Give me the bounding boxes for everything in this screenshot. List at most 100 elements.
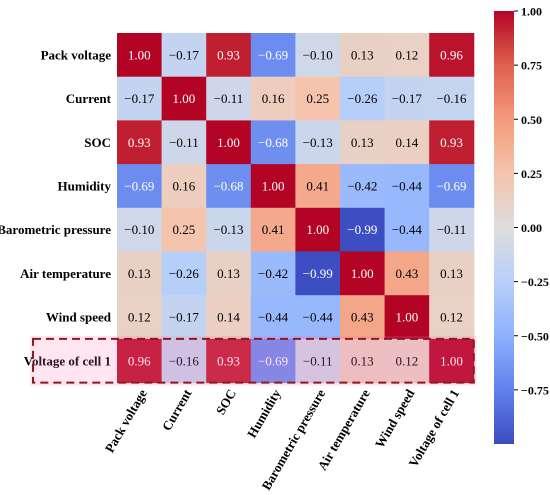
heatmap-cell — [117, 164, 163, 209]
heatmap-cell — [295, 338, 341, 384]
x-tick-label: Wind speed — [372, 386, 418, 451]
y-tick-label: Wind speed — [46, 310, 112, 325]
heatmap-cell — [161, 164, 207, 209]
heatmap-cell — [206, 207, 252, 252]
cell-value-label: 1.00 — [351, 266, 374, 281]
x-tick-label: Pack voltage — [102, 386, 150, 455]
cell-value-label: −0.10 — [124, 222, 154, 237]
colorbar-tick-label: −0.50 — [521, 329, 549, 343]
colorbar-tick-label: 0.75 — [521, 59, 542, 73]
cell-value-label: 0.93 — [128, 135, 151, 150]
cell-value-label: −0.44 — [303, 310, 334, 325]
colorbar-tick-label: 0.50 — [521, 113, 542, 127]
heatmap-cell — [206, 33, 252, 78]
cell-value-label: −0.99 — [303, 266, 333, 281]
heatmap-cell — [295, 251, 341, 296]
highlight-dashed-border — [32, 337, 475, 384]
colorbar-tick-label: −0.25 — [521, 275, 549, 289]
heatmap-cell — [429, 295, 475, 340]
heatmap-cell — [161, 295, 207, 340]
cell-value-label: −0.11 — [169, 135, 199, 150]
highlight-glow — [30, 335, 477, 386]
heatmap-cell — [206, 120, 252, 165]
heatmap-cell — [429, 33, 475, 78]
cell-value-label: −0.17 — [392, 91, 423, 106]
x-tick-label: Current — [159, 386, 195, 433]
cell-value-label: 0.25 — [306, 91, 329, 106]
cell-value-label: −0.69 — [124, 178, 154, 193]
heatmap-cell — [340, 207, 386, 252]
heatmap-cell — [117, 120, 163, 165]
heatmap-cell — [340, 338, 386, 384]
heatmap-cell — [250, 338, 296, 384]
heatmap-cell — [161, 338, 207, 384]
cell-value-label: 0.41 — [306, 178, 329, 193]
cell-value-label: −0.44 — [258, 310, 289, 325]
cell-value-label: 0.43 — [351, 310, 374, 325]
heatmap-cell — [295, 33, 341, 78]
heatmap-cell — [161, 207, 207, 252]
cell-value-label: 1.00 — [128, 47, 151, 62]
heatmap-cell — [206, 76, 252, 121]
cell-value-label: 0.96 — [128, 353, 151, 368]
cell-value-label: −0.13 — [303, 135, 333, 150]
cell-value-label: −0.69 — [258, 353, 288, 368]
cell-value-label: 0.13 — [440, 266, 463, 281]
cell-value-label: 0.93 — [440, 135, 463, 150]
heatmap-cell — [117, 207, 163, 252]
heatmap-cell — [250, 33, 296, 78]
cell-value-label: −0.42 — [258, 266, 288, 281]
cell-value-label: −0.17 — [124, 91, 155, 106]
y-axis-labels: Pack voltage Current SOC Humidity Barometric… — [0, 47, 112, 368]
cell-value-label: −0.44 — [392, 222, 423, 237]
heatmap-cell — [384, 207, 430, 252]
cell-value-label: 0.41 — [262, 222, 285, 237]
heatmap-cell — [295, 164, 341, 209]
cell-value-label: 1.00 — [262, 178, 285, 193]
y-tick-label: Humidity — [58, 178, 112, 193]
heatmap-cell — [340, 120, 386, 165]
cell-value-label: 0.93 — [217, 353, 240, 368]
y-tick-label: Pack voltage — [41, 47, 112, 62]
cell-value-label: −0.11 — [214, 91, 244, 106]
heatmap-cell — [340, 33, 386, 78]
heatmap-cell — [250, 251, 296, 296]
heatmap-cell — [340, 295, 386, 340]
colorbar-gradient — [494, 11, 514, 444]
heatmap-cell — [295, 207, 341, 252]
heatmap-cell — [384, 251, 430, 296]
cell-value-label: 1.00 — [217, 135, 240, 150]
colorbar: −0.75 −0.50 −0.25 0.00 0.25 0.50 0.75 1.00 — [494, 5, 549, 444]
cell-value-label: 1.00 — [306, 222, 329, 237]
heatmap-cell — [117, 76, 163, 121]
heatmap-cell — [429, 120, 475, 165]
heatmap-cell — [384, 120, 430, 165]
cell-value-label: 0.13 — [351, 135, 374, 150]
cell-value-label: −0.68 — [258, 135, 288, 150]
colorbar-tick-label: 0.25 — [521, 167, 542, 181]
cell-value-label: −0.11 — [437, 222, 467, 237]
heatmap-cell — [161, 251, 207, 296]
heatmap-cell — [384, 164, 430, 209]
heatmap-cell — [429, 251, 475, 296]
heatmap-cell — [384, 338, 430, 384]
cell-value-label: 0.93 — [217, 47, 240, 62]
heatmap-cell — [161, 33, 207, 78]
heatmap-cell — [161, 76, 207, 121]
heatmap-cell — [340, 76, 386, 121]
cell-value-label: −0.99 — [347, 222, 377, 237]
cell-value-label: 0.16 — [173, 178, 196, 193]
x-tick-label: Humidity — [244, 386, 284, 440]
heatmap-cell — [295, 76, 341, 121]
heatmap-cell — [206, 338, 252, 384]
y-tick-label: Air temperature — [20, 266, 111, 281]
y-tick-label: Current — [66, 91, 112, 106]
cell-value-label: −0.10 — [303, 47, 333, 62]
heatmap-cell — [250, 120, 296, 165]
heatmap-cell — [206, 251, 252, 296]
heatmap-cell — [250, 295, 296, 340]
cell-value-label: −0.16 — [169, 353, 200, 368]
heatmap-cell — [429, 207, 475, 252]
highlight-box — [30, 335, 477, 386]
